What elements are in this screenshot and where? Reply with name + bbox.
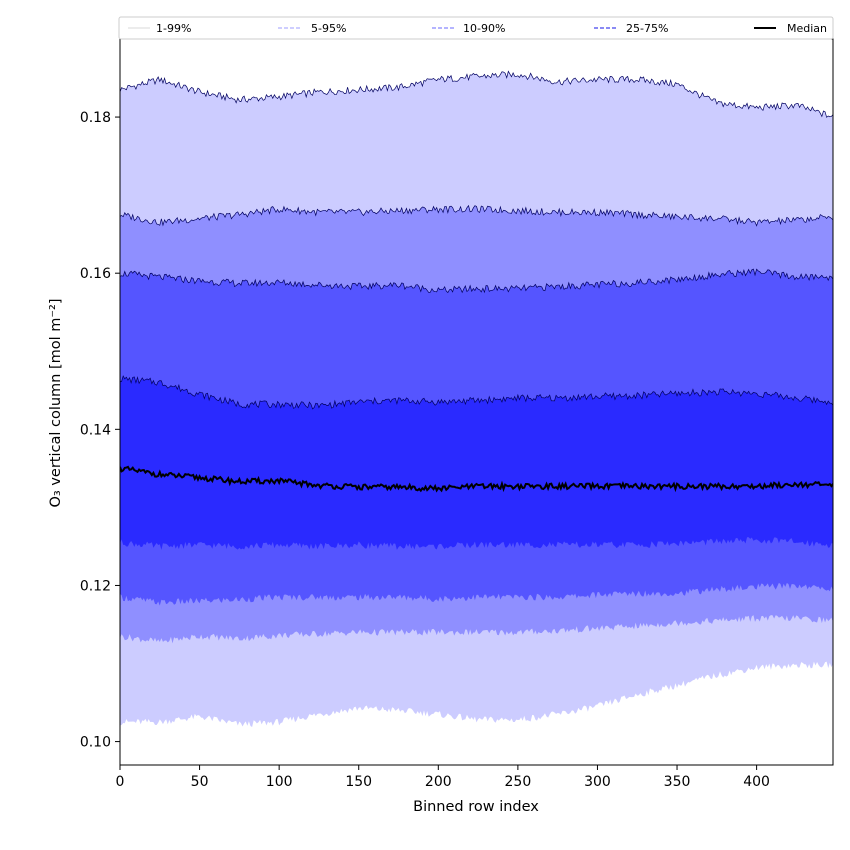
legend-label-10-90%: 10-90%: [463, 22, 505, 35]
band-upper-edge-5-95%: [120, 204, 833, 227]
x-tick-label: 400: [743, 774, 770, 790]
x-tick-label: 250: [505, 774, 532, 790]
x-tick-label: 100: [266, 774, 293, 790]
legend-label-25-75%: 25-75%: [626, 22, 668, 35]
y-axis-label: O₃ vertical column [mol m⁻²]: [48, 298, 64, 507]
band-upper-edge-10-90%: [120, 268, 833, 294]
band-upper-edge-1-99%: [120, 70, 833, 118]
y-tick-label: 0.16: [80, 266, 111, 282]
band-25-75%: [120, 376, 833, 550]
x-tick-label: 50: [191, 774, 209, 790]
x-tick-label: 0: [116, 774, 125, 790]
legend: 1-99% 5-95% 10-90% 25-75% Median: [118, 16, 834, 40]
x-tick-label: 150: [345, 774, 372, 790]
legend-label-Median: Median: [787, 22, 827, 35]
x-axis-label: Binned row index: [413, 799, 539, 815]
band-upper-edge-25-75%: [120, 375, 833, 410]
x-tick-label: 350: [664, 774, 691, 790]
legend-label-5-95%: 5-95%: [311, 22, 346, 35]
y-tick-label: 0.12: [80, 578, 111, 594]
y-tick-label: 0.18: [80, 110, 111, 126]
x-tick-label: 200: [425, 774, 452, 790]
median-line: [120, 465, 833, 493]
x-tick-label: 300: [584, 774, 611, 790]
y-tick-label: 0.14: [80, 422, 111, 438]
legend-box: [118, 16, 834, 40]
y-tick-label: 0.10: [80, 735, 111, 751]
legend-label-1-99%: 1-99%: [156, 22, 191, 35]
